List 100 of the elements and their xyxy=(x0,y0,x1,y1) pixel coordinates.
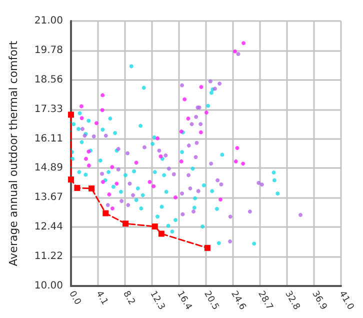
point xyxy=(164,190,168,194)
point xyxy=(218,198,222,202)
point xyxy=(199,85,204,90)
point xyxy=(132,169,136,174)
point xyxy=(152,184,156,188)
point xyxy=(142,86,146,90)
point xyxy=(214,206,219,211)
y-tick-label: 13.67 xyxy=(34,192,63,204)
point xyxy=(150,142,155,146)
point xyxy=(172,172,176,176)
point xyxy=(235,146,240,150)
point xyxy=(110,206,114,210)
point xyxy=(100,128,105,132)
point xyxy=(156,136,160,140)
point xyxy=(138,124,143,128)
point xyxy=(76,126,81,131)
point xyxy=(131,193,136,198)
point xyxy=(166,224,170,228)
point xyxy=(124,173,128,178)
point xyxy=(126,203,130,208)
point xyxy=(92,134,96,138)
point xyxy=(180,191,184,196)
point xyxy=(191,210,196,214)
point xyxy=(218,82,222,86)
point xyxy=(206,104,210,108)
point xyxy=(152,135,156,140)
point xyxy=(166,166,171,171)
point xyxy=(158,230,164,237)
point xyxy=(94,121,98,126)
point xyxy=(193,196,198,200)
point xyxy=(220,152,224,157)
point xyxy=(107,192,112,196)
point xyxy=(102,210,109,216)
point xyxy=(80,126,84,131)
y-tick-label: 18.56 xyxy=(34,74,63,86)
point xyxy=(68,176,74,183)
point xyxy=(98,158,102,162)
point xyxy=(208,79,212,84)
x-tick-label: 4.1 xyxy=(94,290,110,307)
point xyxy=(209,90,214,95)
point xyxy=(194,114,198,119)
point xyxy=(174,218,178,222)
point xyxy=(242,41,246,46)
point xyxy=(180,83,184,88)
point xyxy=(129,64,134,68)
point xyxy=(142,145,146,150)
point xyxy=(190,122,194,126)
point xyxy=(210,189,214,194)
point xyxy=(180,150,184,154)
point xyxy=(158,154,163,158)
point xyxy=(232,49,237,54)
point xyxy=(204,244,210,251)
point xyxy=(190,166,195,171)
point xyxy=(174,195,178,200)
point xyxy=(136,186,140,190)
point xyxy=(194,140,199,145)
point xyxy=(186,173,191,178)
point xyxy=(86,164,91,168)
point xyxy=(202,183,206,188)
point xyxy=(196,189,200,194)
point xyxy=(200,224,205,228)
point xyxy=(228,214,232,219)
point xyxy=(120,198,124,203)
point xyxy=(194,155,198,160)
point xyxy=(88,185,95,192)
point xyxy=(152,170,157,174)
point xyxy=(152,223,158,230)
point xyxy=(162,173,166,178)
point xyxy=(134,198,138,202)
point xyxy=(122,220,129,227)
y-axis-title: Average annual outdoor thermal comfort xyxy=(7,40,20,266)
point xyxy=(182,97,187,102)
point xyxy=(106,170,111,174)
point xyxy=(252,242,256,246)
point xyxy=(114,182,119,186)
point xyxy=(126,151,130,156)
point xyxy=(198,122,203,126)
point xyxy=(186,116,190,121)
point xyxy=(179,159,184,164)
point xyxy=(148,180,152,184)
point xyxy=(111,184,116,189)
point xyxy=(216,241,221,246)
point xyxy=(164,153,168,158)
point xyxy=(186,144,191,148)
point xyxy=(118,190,123,194)
x-tick-label: 0.0 xyxy=(66,290,83,308)
point xyxy=(198,130,203,134)
point xyxy=(74,184,80,191)
y-tick-label: 11.22 xyxy=(34,251,63,262)
y-tick-label: 17.33 xyxy=(34,104,63,115)
point xyxy=(170,230,174,234)
point xyxy=(106,203,110,208)
point xyxy=(298,212,302,217)
point xyxy=(228,239,232,244)
point xyxy=(160,204,164,209)
point xyxy=(100,108,104,112)
point xyxy=(260,182,264,187)
point xyxy=(84,172,88,177)
point xyxy=(80,140,84,144)
point xyxy=(188,186,192,190)
